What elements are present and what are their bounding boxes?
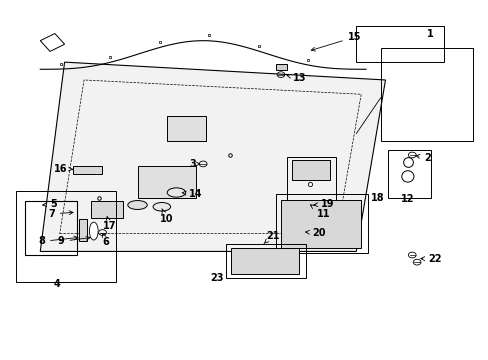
Bar [281, 200, 361, 248]
Text: 20: 20 [305, 228, 325, 238]
Text: 10: 10 [160, 209, 173, 224]
Text: 22: 22 [420, 253, 441, 264]
Text: 15: 15 [311, 32, 361, 51]
Ellipse shape [153, 203, 170, 211]
Text: 3: 3 [189, 159, 200, 169]
Text: 4: 4 [54, 279, 61, 289]
Bar [73, 166, 102, 174]
Bar [276, 64, 286, 69]
Bar [230, 248, 298, 274]
Ellipse shape [401, 171, 413, 182]
Polygon shape [40, 62, 385, 251]
Bar [91, 201, 122, 218]
Text: 9: 9 [58, 236, 90, 247]
Bar [356, 26, 443, 62]
Text: 5: 5 [42, 199, 57, 209]
Bar [79, 219, 87, 241]
Text: 14: 14 [182, 189, 202, 199]
Text: 2: 2 [415, 153, 430, 163]
Ellipse shape [167, 188, 185, 197]
Text: 8: 8 [38, 236, 78, 247]
Bar [225, 244, 305, 278]
Text: 19: 19 [313, 199, 334, 209]
Bar [380, 48, 472, 141]
Text: 12: 12 [400, 194, 414, 204]
Text: 13: 13 [286, 73, 306, 83]
Ellipse shape [89, 222, 98, 240]
Bar [16, 191, 116, 282]
Bar [387, 150, 430, 198]
Text: 18: 18 [370, 193, 384, 203]
Text: 7: 7 [48, 209, 73, 219]
Bar [291, 160, 329, 180]
Ellipse shape [127, 201, 147, 210]
Text: 6: 6 [102, 233, 109, 247]
Text: 23: 23 [210, 273, 224, 283]
Bar [137, 166, 196, 198]
Text: 17: 17 [102, 217, 116, 231]
Text: 21: 21 [264, 231, 279, 243]
Text: 11: 11 [310, 205, 329, 219]
Text: 1: 1 [426, 29, 433, 39]
Text: 16: 16 [53, 163, 73, 174]
Bar [166, 116, 205, 141]
Bar [276, 194, 368, 253]
Bar [287, 157, 335, 205]
